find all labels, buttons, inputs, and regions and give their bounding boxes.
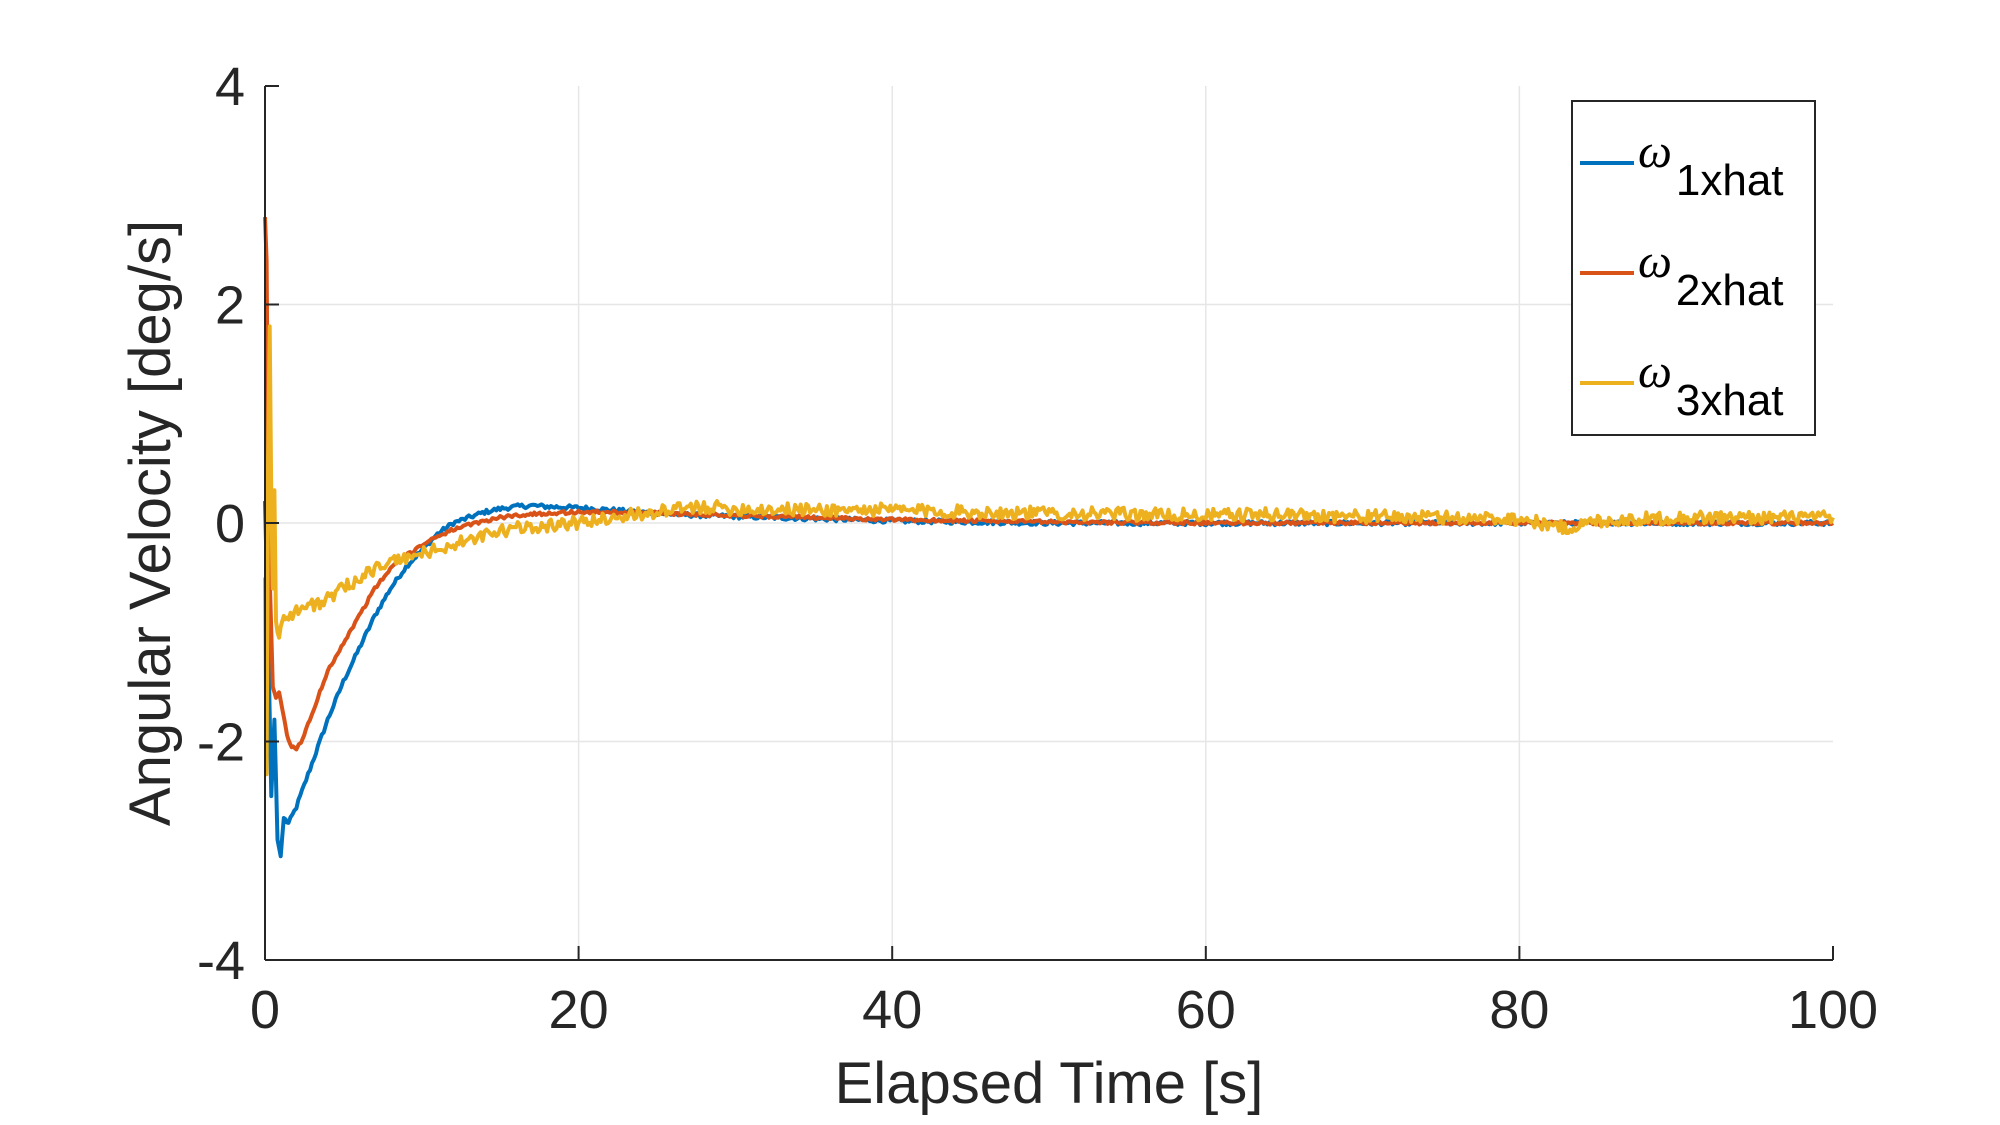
y-axis-label: Angular Velocity [deg/s]	[118, 220, 183, 826]
y-tick-label: -2	[197, 713, 245, 773]
legend-box	[1571, 100, 1816, 436]
y-tick-label: 4	[215, 57, 245, 117]
legend-label-2: ω2xhat	[1638, 235, 1784, 315]
y-tick-label: -4	[197, 931, 245, 991]
tick-labels: 0 20 40 60 80 100 -4 -2 0 2 4	[197, 57, 1878, 1040]
x-axis-label: Elapsed Time [s]	[835, 1051, 1264, 1116]
legend-label-3: ω3xhat	[1638, 345, 1784, 425]
axes	[264, 85, 1834, 961]
series-line-3	[263, 324, 1835, 777]
series-lines	[263, 217, 1835, 859]
x-tick-label: 60	[1176, 980, 1236, 1040]
series-line-2	[263, 217, 1835, 752]
x-tick-label: 40	[862, 980, 922, 1040]
x-tick-label: 100	[1788, 980, 1878, 1040]
y-tick-label: 0	[215, 494, 245, 554]
legend: ω1xhat ω2xhat ω3xhat	[1571, 100, 1816, 436]
x-tick-label: 80	[1489, 980, 1549, 1040]
legend-label-1: ω1xhat	[1638, 125, 1784, 205]
x-tick-label: 0	[250, 980, 280, 1040]
x-tick-label: 20	[549, 980, 609, 1040]
y-tick-label: 2	[215, 276, 245, 336]
